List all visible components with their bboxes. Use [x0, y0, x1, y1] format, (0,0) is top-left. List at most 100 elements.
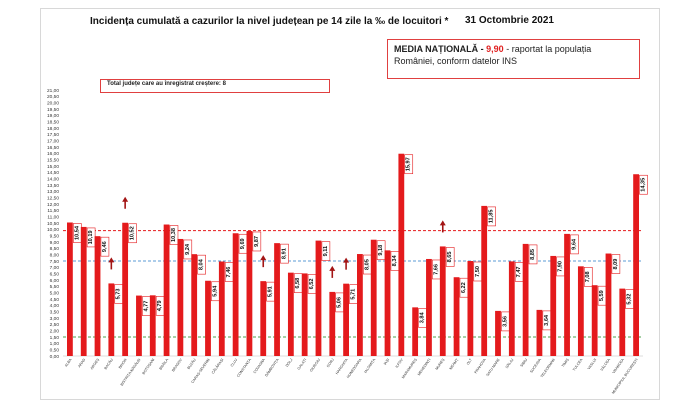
bar: [508, 261, 515, 356]
value-label: 6,22: [461, 282, 467, 293]
y-tick-label: 12,50: [47, 195, 59, 201]
category-label: TELEORMAN: [540, 358, 556, 379]
bar: [467, 261, 474, 356]
y-tick-label: 11,50: [47, 208, 59, 214]
category-label: BUZĂU: [187, 358, 197, 371]
value-label: 9,24: [185, 243, 191, 255]
value-label-box: [197, 254, 206, 275]
bar: [591, 285, 598, 356]
bar: [550, 255, 557, 356]
category-label: VASLUI: [587, 358, 597, 371]
value-label: 9,64: [571, 238, 577, 250]
category-label: CONSTANȚA: [236, 357, 252, 378]
y-tick-label: 6,00: [50, 278, 60, 284]
category-label: CLUJ: [230, 358, 239, 368]
category-label: ALBA: [64, 357, 73, 367]
bar: [370, 239, 377, 356]
national-average-description: - raportat la populația României, confor…: [394, 44, 592, 66]
value-label-box: [404, 154, 414, 175]
value-label-box: [100, 236, 110, 257]
increase-count-note: Total județe care au înregistrat creșter…: [100, 79, 330, 93]
category-label: GALAȚI: [297, 358, 308, 371]
category-label: MUREȘ: [435, 357, 446, 370]
value-label: 9,46: [102, 241, 108, 252]
value-label: 7,46: [226, 267, 232, 278]
y-tick-label: 15,50: [47, 157, 59, 163]
y-tick-label: 13,00: [47, 189, 59, 195]
category-label: TULCEA: [572, 357, 584, 371]
category-label: GIURGIU: [309, 358, 321, 373]
bar: [522, 243, 529, 356]
bar: [108, 283, 115, 356]
y-tick-label: 1,00: [50, 341, 60, 347]
value-label-box: [583, 267, 593, 287]
value-label-box: [169, 225, 179, 245]
category-label: VRANCEA: [612, 357, 626, 374]
increase-arrow-head: [329, 265, 336, 271]
value-label: 14,35: [640, 178, 646, 192]
value-label: 3,84: [420, 312, 426, 324]
y-tick-label: 9,00: [50, 240, 60, 246]
value-label: 9,69: [240, 238, 246, 249]
y-tick-label: 14,50: [47, 170, 59, 176]
national-average-label: MEDIA NAȚIONALĂ: [394, 44, 479, 54]
y-tick-label: 4,50: [50, 297, 60, 303]
value-label: 5,73: [116, 288, 122, 299]
y-tick-label: 6,50: [50, 271, 60, 277]
category-label: HUNEDOARA: [346, 357, 363, 379]
value-label: 4,77: [143, 301, 149, 312]
value-label: 6,58: [295, 278, 301, 289]
value-label: 7,66: [433, 264, 439, 275]
category-label: HARGHITA: [335, 357, 349, 375]
bar: [633, 174, 639, 356]
bar: [136, 295, 142, 356]
value-label: 10,52: [130, 226, 136, 240]
category-label: ILFOV: [395, 357, 405, 368]
bar: [564, 233, 570, 356]
bar: [218, 261, 225, 356]
category-label: GORJ: [326, 358, 335, 369]
y-tick-label: 3,00: [50, 316, 60, 322]
y-tick-label: 20,50: [47, 94, 59, 100]
value-label-box: [280, 243, 289, 264]
national-average-value: 9,90: [486, 44, 504, 54]
increase-arrow-head: [439, 220, 446, 226]
category-label: BACĂU: [104, 358, 115, 371]
bar: [453, 277, 460, 356]
bar: [301, 273, 308, 356]
bar: [426, 258, 432, 356]
bar: [67, 222, 73, 356]
value-label-box: [128, 223, 137, 244]
y-tick-label: 2,00: [50, 328, 60, 334]
y-tick-label: 10,50: [47, 221, 59, 227]
y-tick-label: 8,00: [50, 252, 60, 258]
chart-date: 31 Octombrie 2021: [465, 15, 554, 26]
value-label: 8,85: [530, 249, 536, 260]
y-tick-label: 16,00: [47, 151, 59, 157]
bar: [357, 254, 363, 356]
value-label: 5,71: [350, 289, 356, 300]
value-label: 11,85: [489, 210, 495, 224]
value-label-box: [321, 241, 331, 261]
y-tick-label: 5,50: [50, 284, 60, 290]
y-tick-label: 20,00: [47, 100, 59, 106]
value-label: 15,97: [406, 157, 412, 171]
bar: [536, 309, 543, 356]
value-label: 5,06: [337, 297, 343, 308]
category-label: MARAMUREȘ: [401, 357, 418, 379]
value-label: 8,04: [199, 258, 205, 270]
bar: [495, 310, 501, 356]
y-tick-label: 19,00: [47, 113, 59, 119]
value-label: 10,19: [88, 230, 94, 244]
value-label: 8,65: [447, 251, 453, 262]
value-label: 9,87: [254, 236, 260, 247]
bar: [412, 307, 419, 356]
value-label: 5,94: [212, 285, 218, 297]
value-label: 3,64: [544, 314, 550, 326]
y-tick-label: 4,00: [50, 303, 60, 309]
increase-arrow-head: [343, 257, 350, 263]
bar: [287, 272, 294, 356]
value-label: 7,50: [475, 266, 481, 277]
value-label: 7,08: [585, 271, 591, 282]
